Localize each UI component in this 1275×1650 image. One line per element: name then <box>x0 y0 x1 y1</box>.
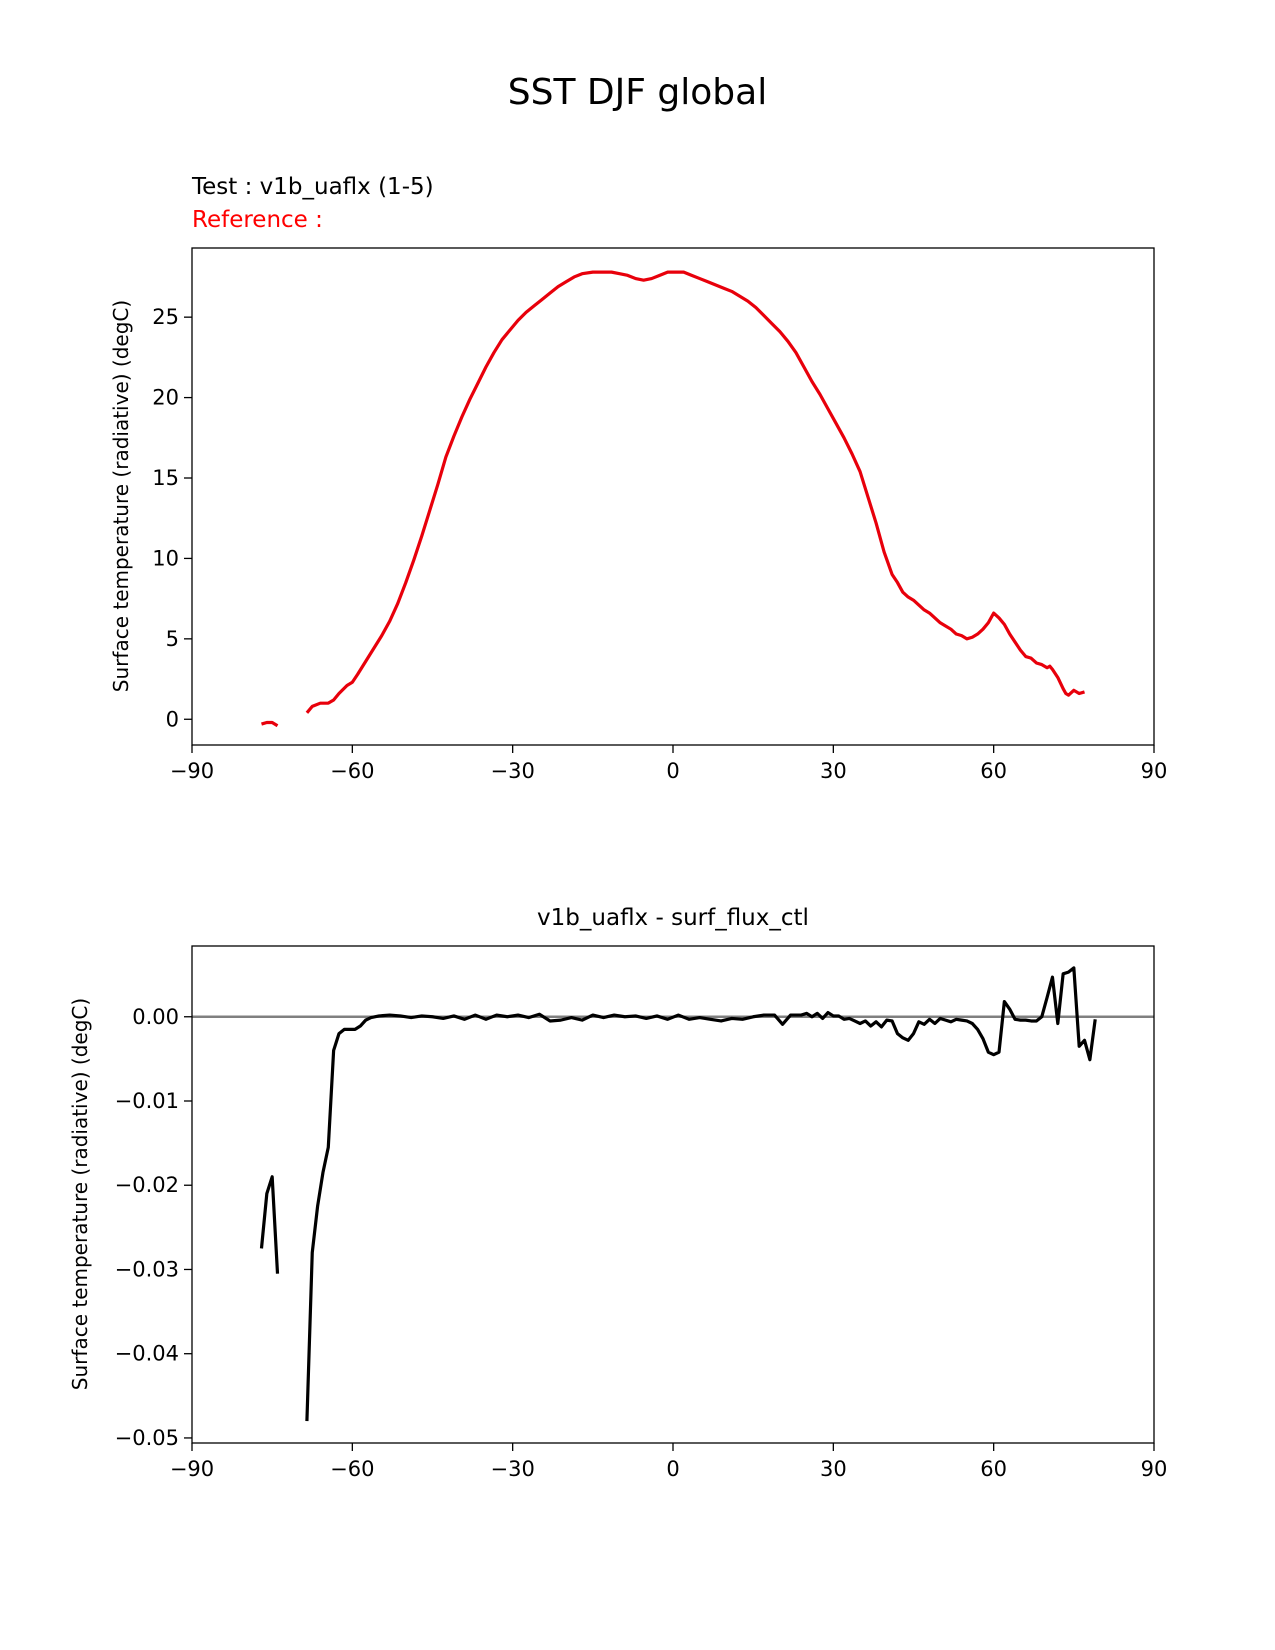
y-tick-label: −0.01 <box>115 1089 179 1113</box>
y-tick-label: 0.00 <box>132 1005 179 1029</box>
y-tick-label: −0.03 <box>115 1257 179 1281</box>
series-line-segment-1 <box>261 720 279 728</box>
y-tick-label: 15 <box>152 466 179 490</box>
series-line-segment-1 <box>259 1175 280 1274</box>
x-tick-label: 30 <box>820 1457 847 1481</box>
x-tick-label: 0 <box>666 1457 679 1481</box>
diff-panel: −90 −60 −30 0 30 60 90 0.00 −0.01 −0.02 −0.03 −0.04… <box>68 945 1168 1481</box>
x-tick-label: −90 <box>170 759 214 783</box>
test-panel: −90 −60 −30 0 30 60 90 0 5 10 15 20 25 Surface temper… <box>109 247 1168 783</box>
series-line-segment-2 <box>305 270 1085 714</box>
diff-panel-title: v1b_uaflx - surf_flux_ctl <box>537 905 809 931</box>
x-tick-label: 30 <box>820 759 847 783</box>
x-tick-label: 90 <box>1141 1457 1168 1481</box>
x-tick-label: 60 <box>980 1457 1007 1481</box>
x-tick-label: −60 <box>330 759 374 783</box>
x-tick-label: 0 <box>666 759 679 783</box>
figure-title: SST DJF global <box>507 72 768 113</box>
y-tick-label: −0.02 <box>115 1173 179 1197</box>
y-tick-label: 20 <box>152 386 179 410</box>
x-tick-label: −30 <box>491 1457 535 1481</box>
y-tick-label: −0.04 <box>115 1342 179 1366</box>
y-tick-label: 25 <box>152 305 179 329</box>
x-tick-label: −90 <box>170 1457 214 1481</box>
axes-frame <box>191 945 1155 1444</box>
x-tick-label: −30 <box>491 759 535 783</box>
y-tick-label: 0 <box>166 707 179 731</box>
x-tick-label: 60 <box>980 759 1007 783</box>
axes-frame <box>191 247 1155 746</box>
y-tick-label: 5 <box>166 627 179 651</box>
x-tick-label: 90 <box>1141 759 1168 783</box>
y-tick-label: 10 <box>152 546 179 570</box>
y-axis-label: Surface temperature (radiative) (degC) <box>109 300 133 692</box>
x-tick-label: −60 <box>330 1457 374 1481</box>
y-axis-label: Surface temperature (radiative) (degC) <box>68 998 92 1390</box>
test-label: Test : v1b_uaflx (1-5) <box>192 174 434 200</box>
series-line-segment-2 <box>305 966 1097 1422</box>
y-tick-label: −0.05 <box>115 1426 179 1450</box>
reference-label: Reference : <box>192 207 323 233</box>
